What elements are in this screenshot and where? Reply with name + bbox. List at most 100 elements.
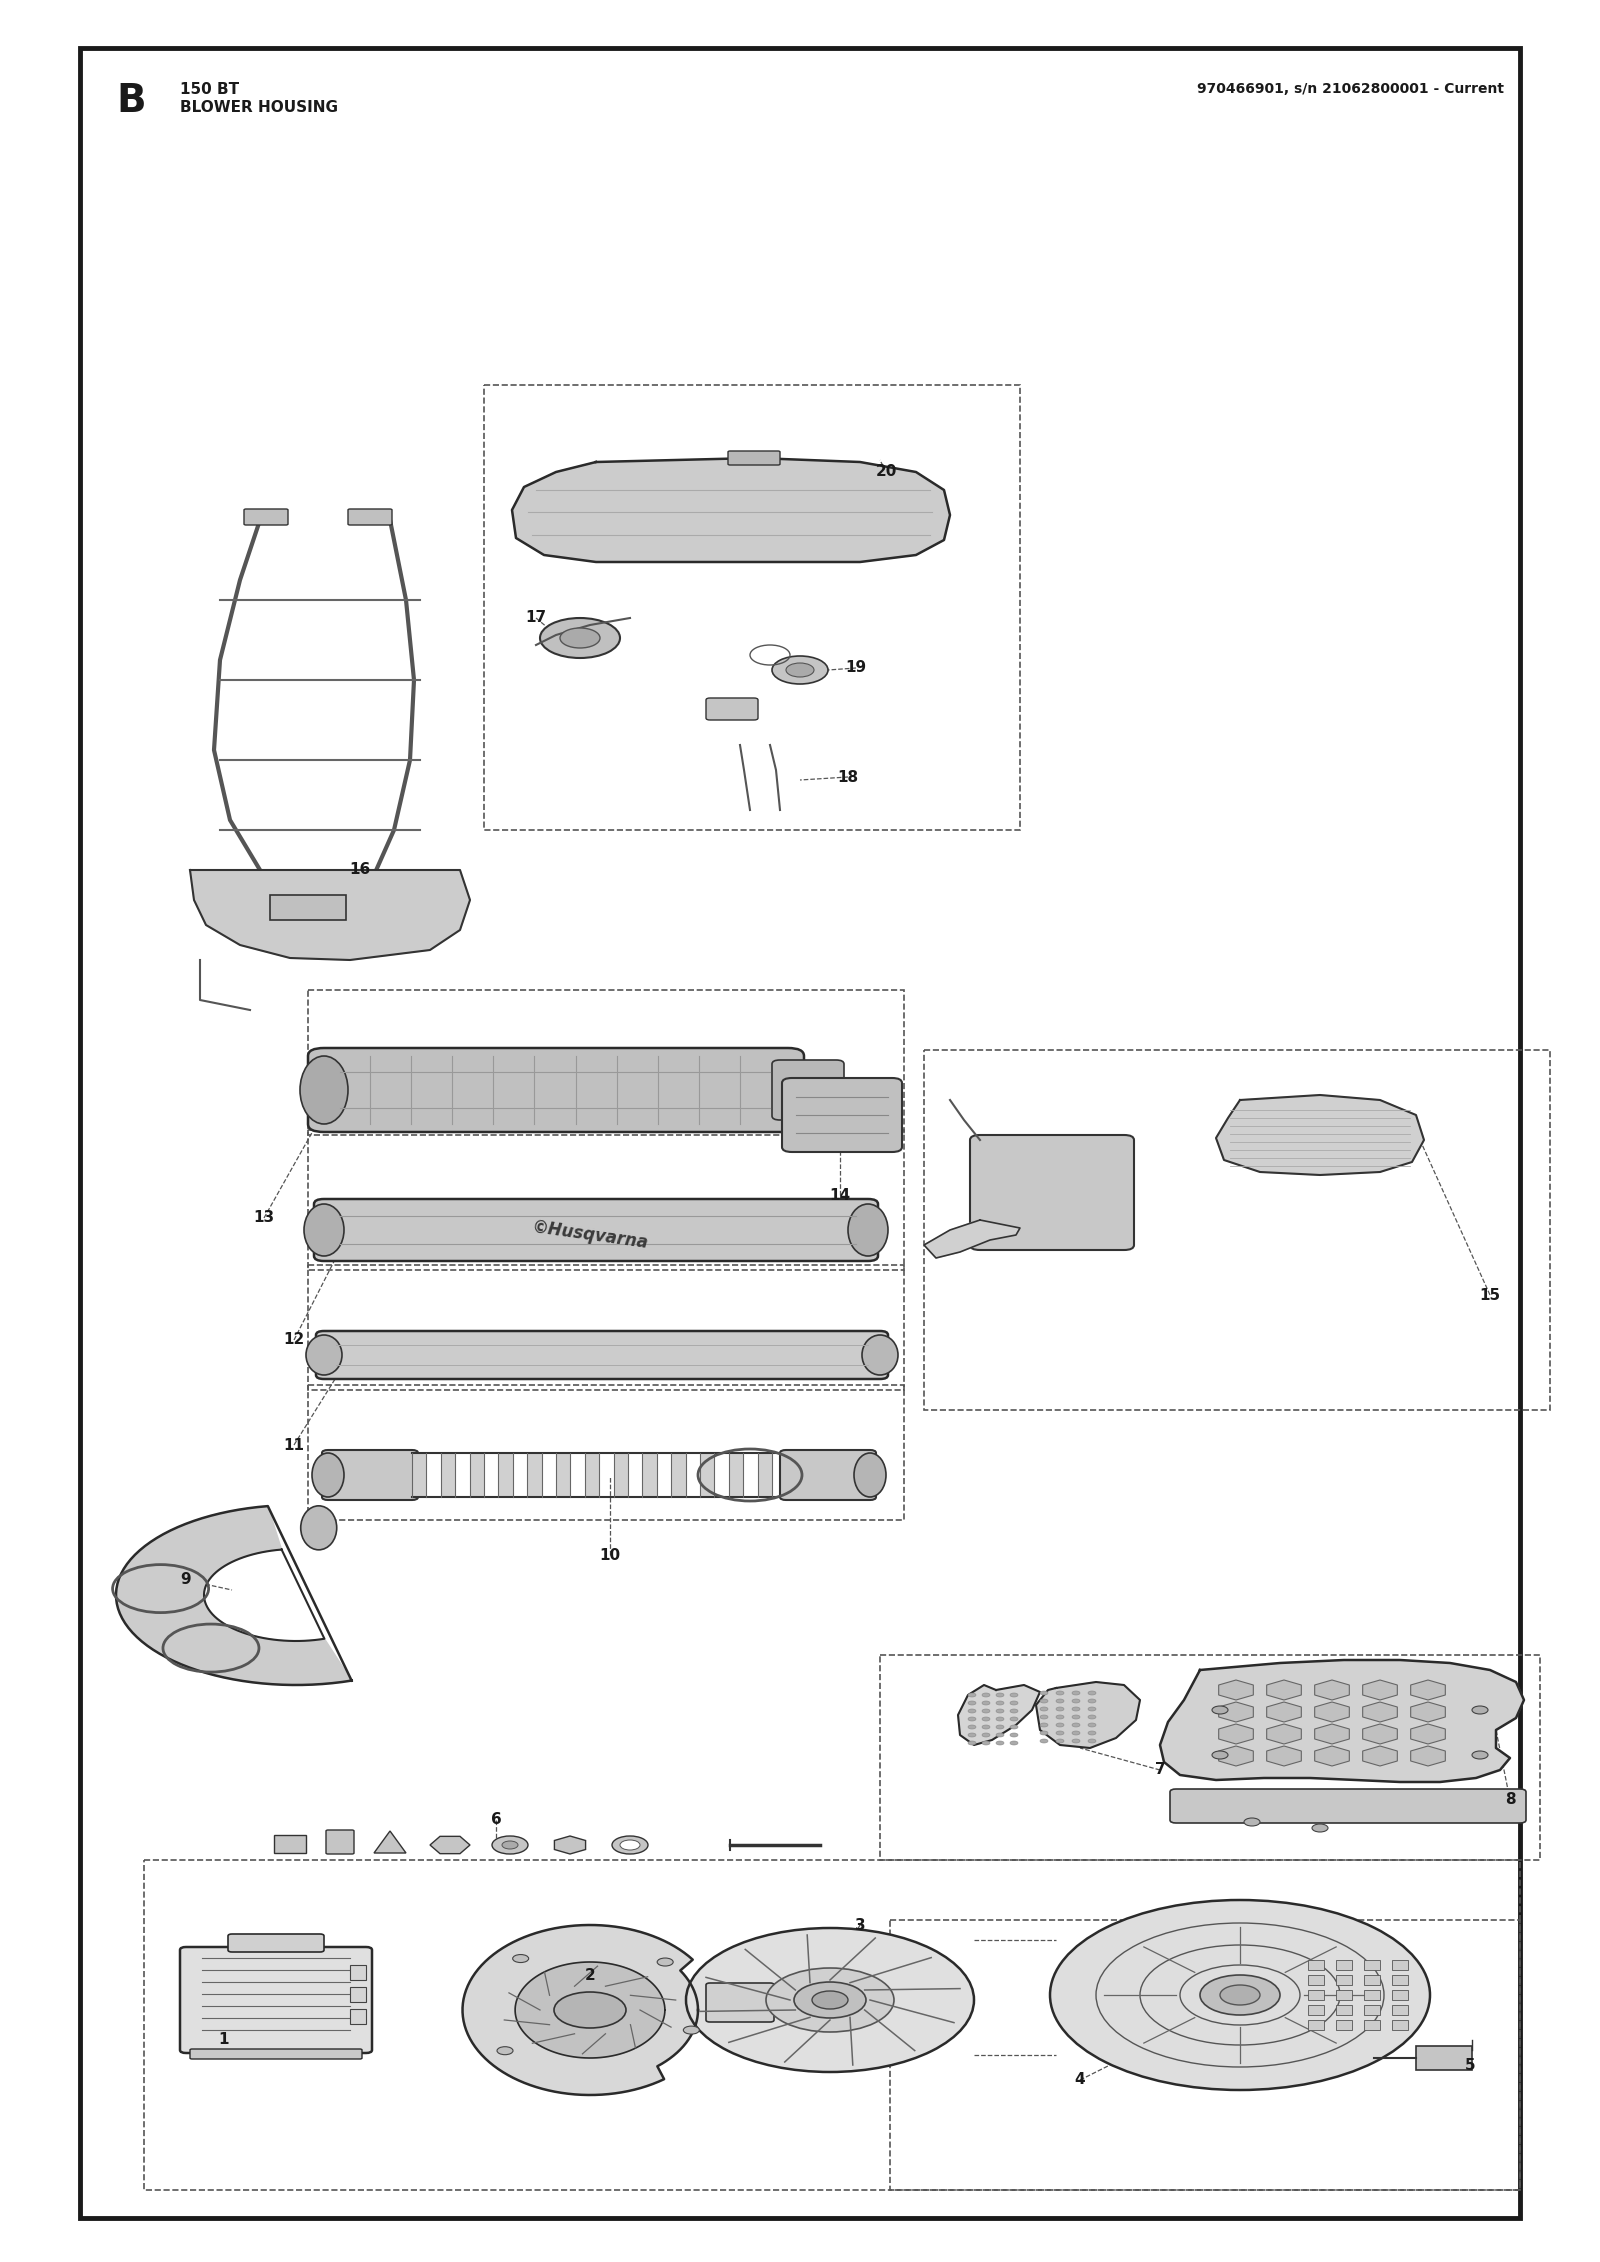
- Circle shape: [1010, 1742, 1018, 1744]
- Text: 2: 2: [584, 1968, 595, 1982]
- Text: 3: 3: [854, 1918, 866, 1932]
- Bar: [483, 385, 1021, 830]
- Bar: [1309, 2004, 1325, 2015]
- Polygon shape: [555, 1837, 586, 1855]
- FancyBboxPatch shape: [782, 1079, 902, 1151]
- FancyBboxPatch shape: [349, 509, 392, 525]
- FancyBboxPatch shape: [229, 1934, 323, 1952]
- Bar: [350, 2009, 366, 2024]
- Circle shape: [968, 1717, 976, 1721]
- Circle shape: [1010, 1692, 1018, 1696]
- Circle shape: [1072, 1715, 1080, 1719]
- Polygon shape: [1363, 1701, 1397, 1721]
- Bar: [1392, 2020, 1408, 2029]
- Polygon shape: [430, 1837, 470, 1853]
- Bar: [1392, 1991, 1408, 2000]
- Polygon shape: [117, 1506, 352, 1685]
- Polygon shape: [515, 1961, 666, 2058]
- Bar: [614, 1452, 627, 1497]
- Polygon shape: [1219, 1746, 1253, 1767]
- Circle shape: [1040, 1699, 1048, 1703]
- Text: 5: 5: [1464, 2058, 1475, 2072]
- Bar: [1363, 2004, 1379, 2015]
- FancyBboxPatch shape: [326, 1830, 354, 1855]
- FancyBboxPatch shape: [706, 699, 758, 719]
- Bar: [470, 1452, 483, 1497]
- Circle shape: [1213, 1751, 1229, 1760]
- Circle shape: [1213, 1706, 1229, 1715]
- FancyBboxPatch shape: [1170, 1789, 1526, 1823]
- Circle shape: [512, 1954, 528, 1963]
- Bar: [1336, 1959, 1352, 1970]
- Bar: [642, 1452, 656, 1497]
- Circle shape: [968, 1742, 976, 1744]
- Text: 13: 13: [253, 1210, 275, 1226]
- Ellipse shape: [312, 1452, 344, 1497]
- Circle shape: [1088, 1715, 1096, 1719]
- Circle shape: [1010, 1726, 1018, 1728]
- Circle shape: [1221, 1986, 1261, 2004]
- Bar: [1363, 1975, 1379, 1986]
- Text: 150 BT: 150 BT: [179, 81, 238, 97]
- Circle shape: [1088, 1730, 1096, 1735]
- Circle shape: [502, 1841, 518, 1848]
- Circle shape: [1072, 1692, 1080, 1694]
- Bar: [1363, 1991, 1379, 2000]
- Bar: [307, 1384, 904, 1520]
- Polygon shape: [1411, 1701, 1445, 1721]
- Circle shape: [1056, 1708, 1064, 1710]
- Circle shape: [982, 1733, 990, 1737]
- Text: 6: 6: [491, 1812, 501, 1828]
- Circle shape: [1010, 1701, 1018, 1706]
- Circle shape: [1040, 1739, 1048, 1744]
- FancyBboxPatch shape: [970, 1136, 1134, 1251]
- Circle shape: [1072, 1724, 1080, 1726]
- Circle shape: [554, 1993, 626, 2029]
- Polygon shape: [1219, 1681, 1253, 1701]
- Polygon shape: [1411, 1724, 1445, 1744]
- Text: 1: 1: [219, 2034, 229, 2047]
- Circle shape: [982, 1692, 990, 1696]
- Text: 11: 11: [283, 1436, 304, 1452]
- Circle shape: [1072, 1699, 1080, 1703]
- Bar: [144, 1859, 1520, 2190]
- Bar: [1309, 1959, 1325, 1970]
- Circle shape: [1056, 1724, 1064, 1726]
- Polygon shape: [958, 1685, 1040, 1744]
- Bar: [528, 1452, 541, 1497]
- Bar: [925, 1050, 1550, 1409]
- Polygon shape: [1219, 1724, 1253, 1744]
- Text: 14: 14: [829, 1188, 851, 1203]
- Bar: [413, 1452, 426, 1497]
- Text: B: B: [115, 81, 146, 120]
- Circle shape: [995, 1733, 1005, 1737]
- Circle shape: [1050, 1900, 1430, 2090]
- FancyBboxPatch shape: [706, 1984, 774, 2022]
- Circle shape: [1056, 1699, 1064, 1703]
- Bar: [1309, 1975, 1325, 1986]
- Text: 16: 16: [349, 862, 371, 878]
- Circle shape: [1056, 1692, 1064, 1694]
- Circle shape: [1088, 1699, 1096, 1703]
- Bar: [307, 991, 904, 1136]
- Bar: [728, 1452, 742, 1497]
- Circle shape: [995, 1717, 1005, 1721]
- Bar: [350, 1966, 366, 1979]
- FancyBboxPatch shape: [314, 1199, 878, 1260]
- Bar: [1309, 2020, 1325, 2029]
- Circle shape: [1200, 1975, 1280, 2015]
- Circle shape: [686, 1927, 974, 2072]
- Circle shape: [1088, 1708, 1096, 1710]
- Polygon shape: [1315, 1701, 1349, 1721]
- FancyBboxPatch shape: [771, 1061, 845, 1120]
- Text: 19: 19: [845, 661, 867, 676]
- Text: 10: 10: [600, 1547, 621, 1563]
- Polygon shape: [1363, 1724, 1397, 1744]
- Polygon shape: [1363, 1681, 1397, 1701]
- Circle shape: [1072, 1730, 1080, 1735]
- Circle shape: [611, 1837, 648, 1855]
- Polygon shape: [1160, 1660, 1523, 1782]
- Polygon shape: [1411, 1746, 1445, 1767]
- FancyBboxPatch shape: [270, 896, 346, 921]
- Polygon shape: [1411, 1681, 1445, 1701]
